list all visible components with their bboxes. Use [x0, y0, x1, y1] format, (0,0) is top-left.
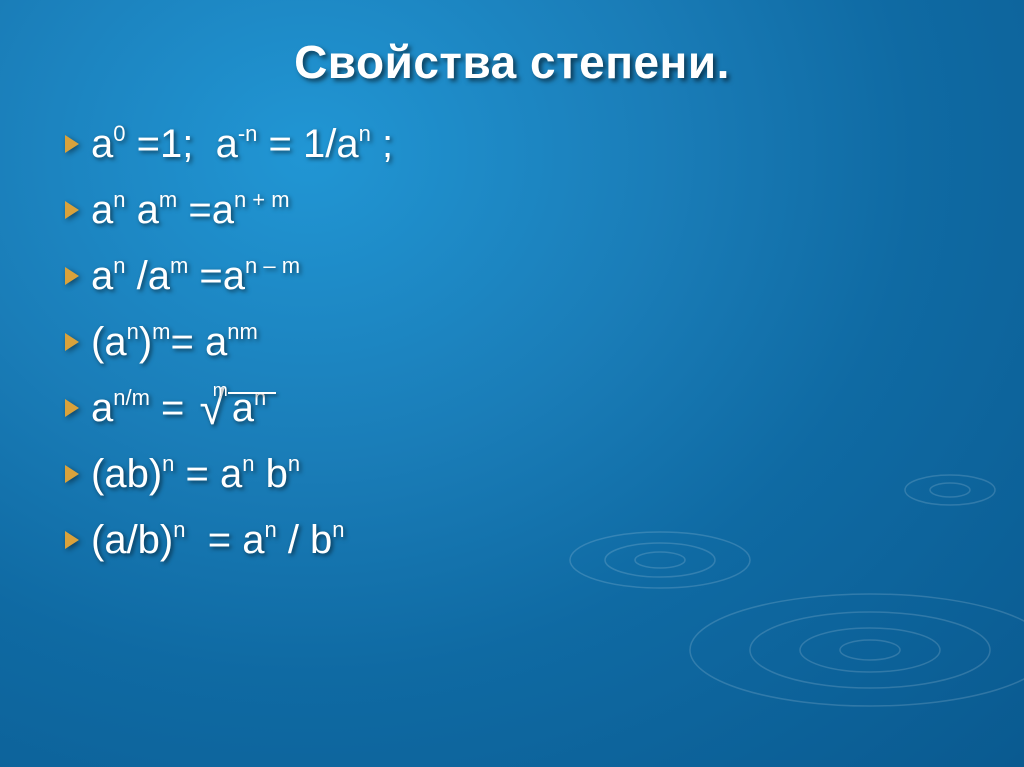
bullet-icon	[65, 333, 79, 351]
formula-item: (аb)n = аn bn	[65, 454, 969, 494]
formula-item: аn аm =аn + m	[65, 190, 969, 230]
bullet-icon	[65, 465, 79, 483]
formula-expression: (аb)n = аn bn	[91, 454, 300, 494]
formula-item: а0 =1; а-n = 1/аn ;	[65, 124, 969, 164]
slide-container: Свойства степени. а0 =1; а-n = 1/аn ; аn …	[0, 0, 1024, 767]
slide-title: Свойства степени.	[55, 35, 969, 89]
formula-expression: аn аm =аn + m	[91, 190, 290, 230]
formula-item: (аn)m= аnm	[65, 322, 969, 362]
formula-item: аn/m = √m аn	[65, 388, 969, 428]
bullet-icon	[65, 201, 79, 219]
formula-list: а0 =1; а-n = 1/аn ; аn аm =аn + m аn /аm =…	[55, 124, 969, 560]
formula-expression: аn /аm =аn – m	[91, 256, 300, 296]
formula-expression: аn/m = √m аn	[91, 388, 276, 428]
bullet-icon	[65, 267, 79, 285]
formula-item: (а/b)n = аn / bn	[65, 520, 969, 560]
formula-expression: а0 =1; а-n = 1/аn ;	[91, 124, 393, 164]
bullet-icon	[65, 531, 79, 549]
formula-expression: (а/b)n = аn / bn	[91, 520, 345, 560]
formula-item: аn /аm =аn – m	[65, 256, 969, 296]
bullet-icon	[65, 399, 79, 417]
bullet-icon	[65, 135, 79, 153]
formula-expression: (аn)m= аnm	[91, 322, 258, 362]
